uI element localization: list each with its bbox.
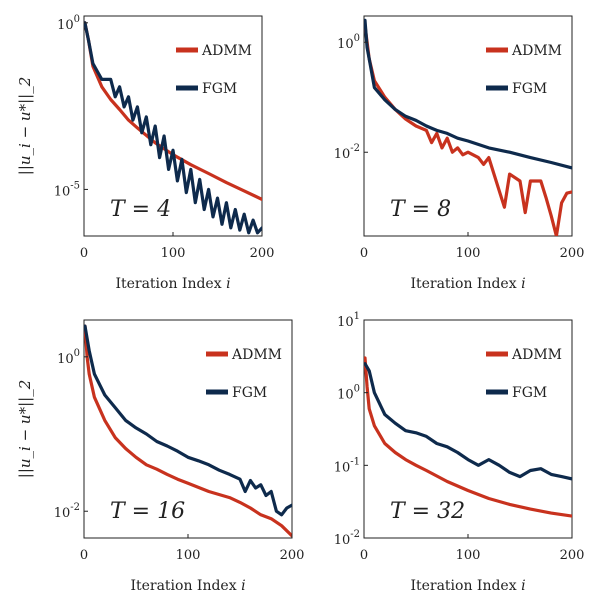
- plot-area: [363, 15, 573, 237]
- x-tick-label: 0: [360, 246, 368, 261]
- x-tick-label: 100: [176, 548, 201, 563]
- series-line-admm: [364, 356, 572, 518]
- legend-label-admm: ADMM: [511, 347, 562, 363]
- horizon-annotation: T = 4: [110, 197, 171, 222]
- x-tick-label: 200: [560, 548, 585, 563]
- y-axis-label: ||u_i − u*||_2: [16, 77, 34, 175]
- legend-label-admm: ADMM: [201, 43, 252, 59]
- legend-label-admm: ADMM: [231, 347, 282, 363]
- legend-label-fgm: FGM: [232, 385, 267, 401]
- plot-area: [363, 319, 573, 539]
- y-tick-label: 10-2: [334, 529, 360, 548]
- chart-panel-1: 0 100 200 100 10-5 Iteration Index i ||u_i − u…: [16, 14, 274, 292]
- chart-panel-3: 0 100 200 100 10-2 Iteration Index i ||u_i − u…: [16, 319, 305, 594]
- x-tick-label: 0: [80, 548, 88, 563]
- series-line-fgm: [364, 362, 572, 481]
- legend-label-fgm: FGM: [202, 81, 237, 97]
- legend-label-admm: ADMM: [511, 43, 562, 59]
- x-axis-label: Iteration Index i: [410, 578, 525, 594]
- plot-area: [83, 15, 263, 237]
- x-tick-label: 200: [280, 548, 305, 563]
- y-tick-label: 10-1: [334, 456, 360, 475]
- x-tick-label: 100: [456, 246, 481, 261]
- series-line-admm: [84, 21, 262, 201]
- x-tick-label: 200: [560, 246, 585, 261]
- series-line-fgm: [84, 324, 292, 517]
- x-tick-label: 0: [360, 548, 368, 563]
- horizon-annotation: T = 8: [390, 197, 451, 222]
- x-axis-label: Iteration Index i: [130, 578, 245, 594]
- x-tick-label: 100: [161, 246, 186, 261]
- x-axis-label: Iteration Index i: [115, 276, 230, 292]
- y-tick-label: 10-2: [54, 502, 80, 521]
- legend-label-fgm: FGM: [512, 81, 547, 97]
- chart-panel-2: 0 100 200 100 10-2 Iteration Index i ADMM FGM T …: [334, 15, 585, 292]
- series-line-admm: [84, 324, 292, 538]
- y-tick-label: 101: [337, 311, 360, 330]
- y-tick-label: 100: [57, 14, 80, 33]
- horizon-annotation: T = 32: [390, 499, 465, 524]
- y-tick-label: 100: [57, 348, 80, 367]
- y-tick-label: 100: [337, 33, 360, 52]
- y-tick-label: 10-2: [334, 143, 360, 162]
- x-tick-label: 200: [250, 246, 275, 261]
- x-tick-label: 0: [80, 246, 88, 261]
- x-axis-label: Iteration Index i: [410, 276, 525, 292]
- series-line-fgm: [364, 18, 572, 170]
- horizon-annotation: T = 16: [110, 499, 185, 524]
- x-tick-label: 100: [456, 548, 481, 563]
- y-axis-label: ||u_i − u*||_2: [16, 380, 34, 478]
- series-line-fgm: [84, 21, 262, 235]
- legend-label-fgm: FGM: [512, 385, 547, 401]
- y-tick-label: 10-5: [54, 180, 80, 199]
- chart-panel-4: 0 100 200 101 100 10-1 10-2 Iteration Index i AD…: [334, 311, 585, 594]
- plot-area: [83, 319, 293, 539]
- y-tick-label: 100: [337, 384, 360, 403]
